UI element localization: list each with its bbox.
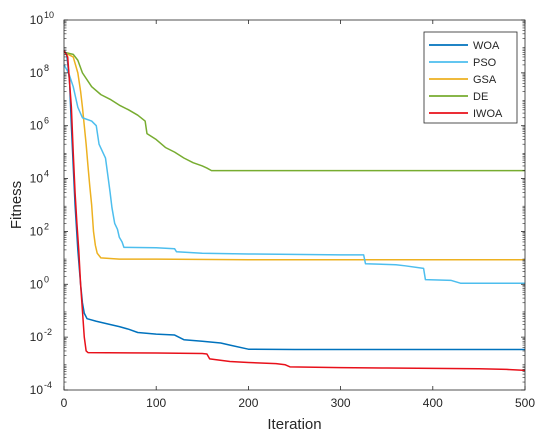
y-tick-label: 10 (30, 119, 44, 133)
y-tick-label: 10 (30, 224, 44, 238)
legend-label-woa: WOA (473, 40, 500, 52)
x-tick-label: 0 (61, 396, 68, 410)
y-tick-base: 10 (30, 224, 44, 238)
y-tick-base: 10 (30, 172, 44, 186)
y-tick-base: 10 (30, 119, 44, 133)
legend-label-iwoa: IWOA (473, 108, 503, 120)
y-tick-exponent: 10 (44, 10, 54, 20)
y-tick-base: 10 (30, 383, 44, 397)
y-tick-label: 10 (30, 66, 44, 80)
series-line-gsa (63, 51, 525, 261)
x-tick-label: 500 (515, 396, 535, 410)
y-tick-exponent: 0 (44, 274, 49, 284)
x-axis-label: Iteration (267, 416, 321, 433)
y-tick-exponent: 8 (44, 63, 49, 73)
x-tick-label: 200 (238, 396, 258, 410)
legend-box (423, 31, 518, 124)
series-line-de (63, 51, 525, 172)
plot-frame (63, 19, 526, 391)
legend-label-pso: PSO (473, 57, 497, 69)
y-tick-base: 10 (30, 277, 44, 291)
y-tick-label: 10 (30, 172, 44, 186)
x-tick-label: 100 (146, 396, 166, 410)
x-tick-label: 400 (423, 396, 443, 410)
x-tick-label: 300 (331, 396, 351, 410)
y-axis-label: Fitness (8, 181, 25, 229)
y-tick-exponent: 4 (44, 169, 49, 179)
series-line-iwoa (63, 50, 526, 372)
y-tick-base: 10 (30, 330, 44, 344)
y-tick-exponent: -2 (44, 327, 52, 337)
y-tick-label: 10 (30, 383, 44, 397)
legend-label-gsa: GSA (473, 74, 497, 86)
series-layer (63, 50, 526, 372)
y-tick-label: 10 (30, 330, 44, 344)
y-tick-base: 10 (30, 13, 44, 27)
y-tick-exponent: 6 (44, 116, 49, 126)
legend: WOA PSO GSA DE IWOA (423, 31, 518, 124)
y-tick-exponent: -4 (44, 380, 52, 390)
legend-label-de: DE (473, 91, 488, 103)
series-line-pso (63, 64, 525, 284)
y-tick-label: 10 (30, 277, 44, 291)
y-tick-exponent: 2 (44, 221, 49, 231)
y-tick-base: 10 (30, 66, 44, 80)
y-tick-label: 10 (30, 13, 44, 27)
